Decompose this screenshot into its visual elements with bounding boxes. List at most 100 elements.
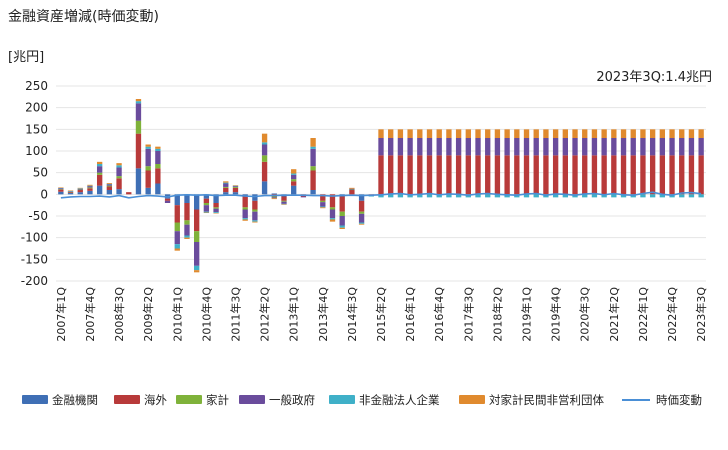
bar-segment [77, 189, 83, 191]
bar-segment [96, 164, 103, 167]
bar-segment [155, 148, 161, 151]
bar-segment [698, 138, 704, 156]
x-tick-label: 2022年1Q [636, 287, 650, 342]
bar-segment [232, 185, 239, 187]
bar-segment [164, 200, 171, 203]
bar-segment [116, 165, 122, 168]
bar-segment [77, 188, 83, 189]
bar-segment [281, 200, 287, 202]
bar-segment [174, 244, 180, 249]
bar-segment [106, 184, 113, 186]
legend-label: 海外 [144, 393, 167, 407]
bar-segment [504, 155, 510, 195]
bar-segment [77, 188, 83, 190]
bar-segment [640, 129, 646, 138]
bar-segment [611, 129, 617, 138]
bar-segment [77, 187, 83, 189]
bar-segment [67, 190, 74, 192]
bar-segment [203, 212, 210, 214]
bar-segment [155, 183, 161, 195]
bar-segment [339, 216, 345, 226]
line-series-path [60, 191, 702, 199]
bar-segment [485, 194, 491, 198]
bar-segment [87, 185, 93, 187]
bar-segment [552, 138, 559, 156]
bar-segment [601, 194, 607, 198]
bar-segment [679, 138, 685, 156]
bar-segment [310, 138, 316, 147]
bar-segment [378, 129, 384, 138]
bar-segment [116, 167, 122, 177]
bar-segment [601, 155, 607, 195]
bar-segment [582, 194, 588, 198]
bar-segment [562, 194, 568, 198]
bar-segment [271, 198, 277, 200]
bar-segment [688, 194, 695, 198]
bar-segment [601, 129, 607, 138]
bar-segment [436, 138, 442, 156]
bar-segment [291, 174, 297, 180]
bar-segment [184, 220, 190, 225]
bar-segment [552, 194, 559, 198]
legend-swatch [239, 395, 265, 404]
bar-segment [174, 222, 180, 232]
bar-segment [688, 129, 695, 138]
bar-segment [58, 188, 64, 190]
bar-segment [426, 194, 433, 198]
bar-segment [223, 186, 229, 188]
bar-segment [58, 187, 64, 188]
bar-segment [223, 187, 229, 193]
bar-segment [698, 194, 704, 198]
bar-segment [436, 194, 442, 198]
x-tick-label: 2014年3Q [345, 287, 359, 342]
bar-segment [611, 155, 617, 195]
bar-segment [329, 218, 336, 220]
bar-segment [223, 181, 229, 183]
bar-segment [145, 146, 151, 149]
bar-segment [174, 248, 180, 251]
bar-segment [358, 211, 365, 214]
bar-segment [630, 138, 636, 156]
x-tick-label: 2017年3Q [461, 287, 475, 342]
bar-segment [358, 213, 365, 223]
bar-segment [397, 155, 404, 195]
legend-label: 時価変動 [656, 393, 702, 407]
bar-segment [145, 148, 151, 167]
x-tick-label: 2010年1Q [170, 287, 184, 342]
bar-segment [184, 237, 190, 239]
bar-segment [232, 186, 239, 187]
x-tick-label: 2016年1Q [403, 287, 417, 342]
bar-segment [358, 222, 365, 224]
bar-segment [465, 155, 471, 195]
bar-segment [611, 138, 617, 156]
bar-segment [475, 194, 481, 198]
y-tick-label: 0 [40, 187, 48, 201]
y-tick-label: 100 [25, 144, 48, 158]
bar-segment [591, 129, 598, 138]
bar-segment [291, 179, 297, 182]
bar-segment [135, 133, 142, 169]
bar-segment [96, 185, 103, 195]
bar-segment [87, 186, 93, 188]
legend-swatch [176, 395, 202, 404]
bar-segment [242, 207, 248, 210]
legend-swatch [329, 395, 355, 404]
y-axis-unit-label: [兆円] [8, 50, 45, 65]
bar-segment [349, 187, 355, 189]
bar-segment [523, 129, 530, 138]
bar-segment [242, 218, 248, 220]
bar-segment [87, 184, 93, 186]
bar-segment [96, 166, 103, 173]
bar-segment [407, 194, 413, 198]
legend-label: 金融機関 [52, 393, 98, 407]
bar-segment [135, 120, 142, 134]
bar-segment [155, 146, 161, 149]
bar-segment [591, 155, 598, 195]
bar-segment [242, 196, 248, 208]
bar-segment [252, 200, 258, 210]
bar-segment [417, 129, 423, 138]
bar-segment [397, 129, 404, 138]
bar-segment [135, 103, 142, 121]
y-tick-label: -150 [21, 252, 48, 266]
bar-segment [620, 129, 627, 138]
